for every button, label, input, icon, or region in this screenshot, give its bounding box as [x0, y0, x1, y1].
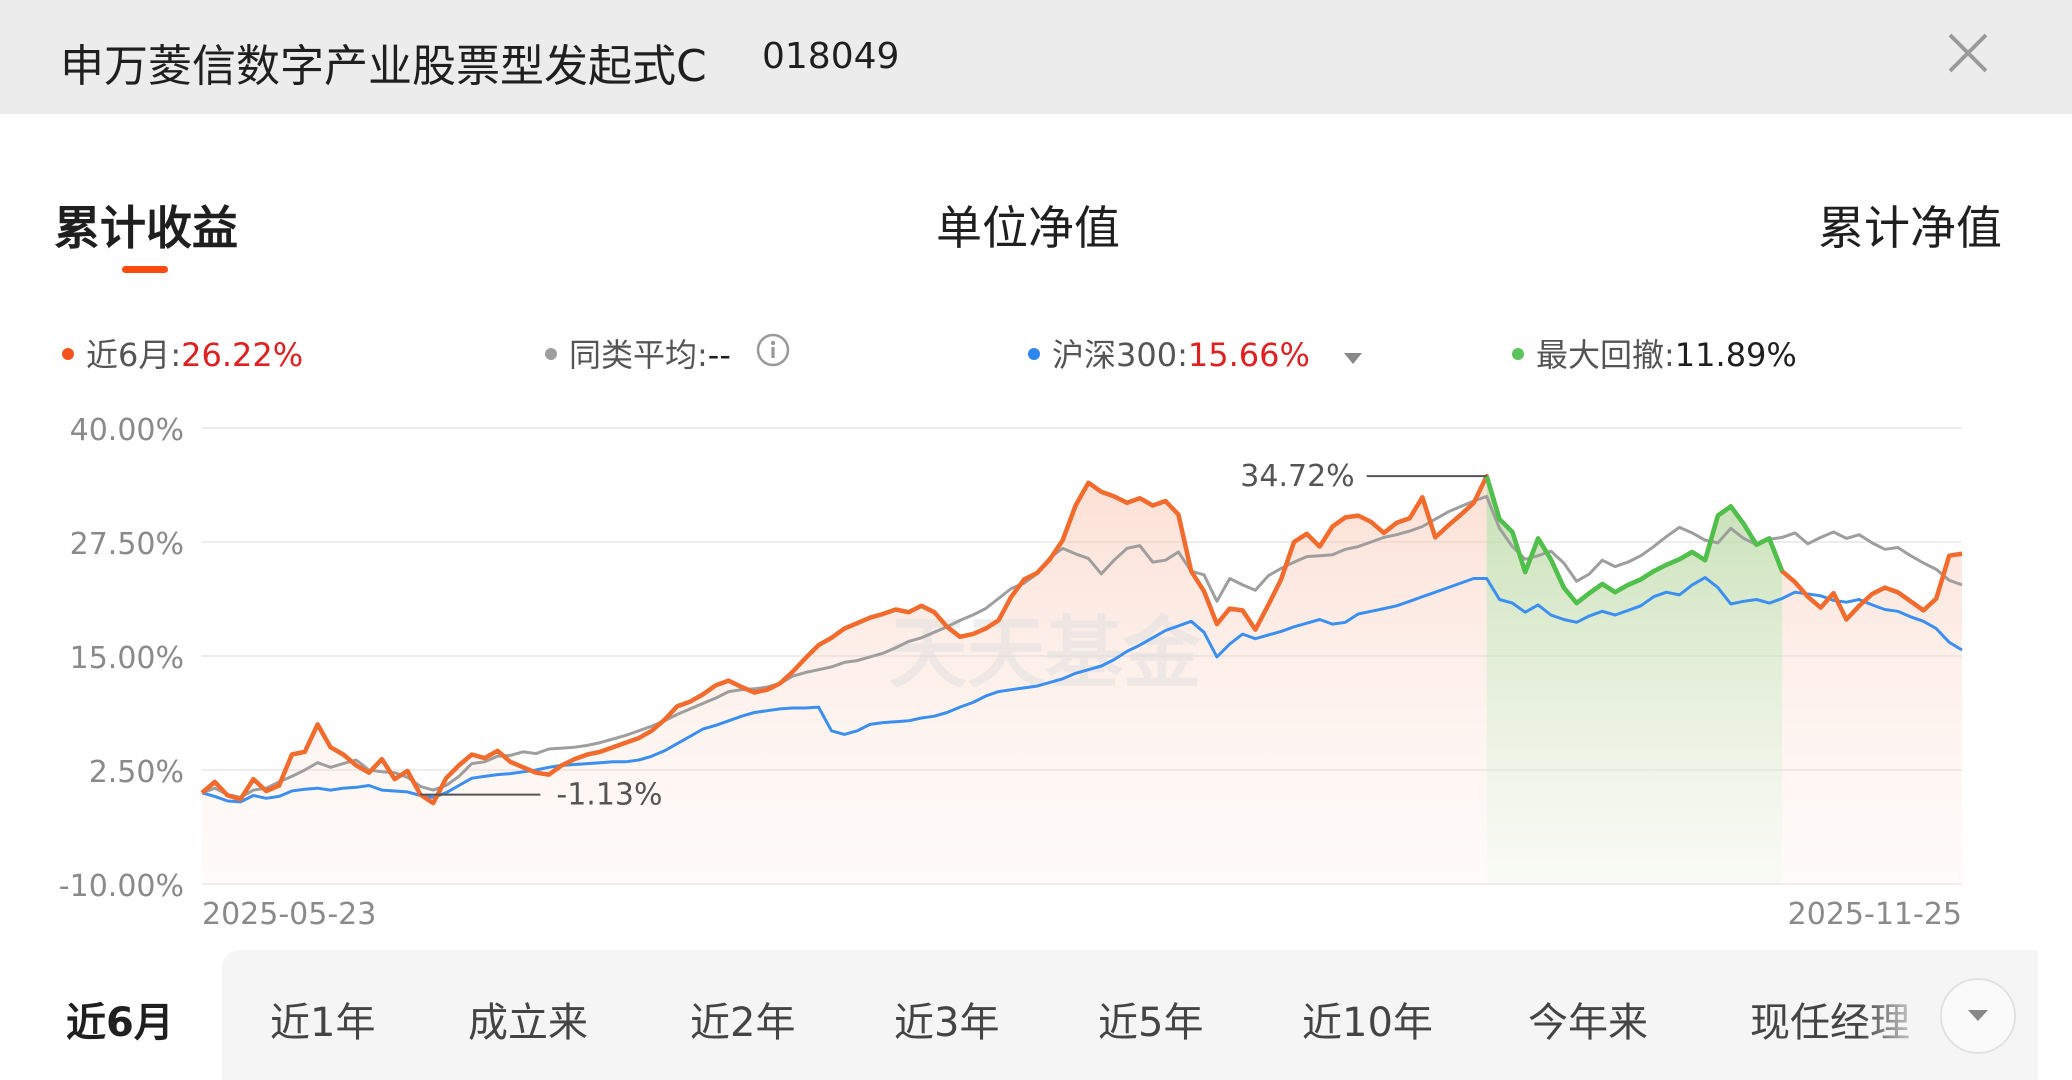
- range-2y[interactable]: 近2年: [690, 1000, 796, 1046]
- tab-cumulative-return[interactable]: 累计收益: [54, 201, 238, 255]
- range-since-inception[interactable]: 成立来: [468, 1000, 588, 1046]
- drawdown-area: [1486, 476, 1783, 884]
- range-6m[interactable]: 近6月: [66, 1000, 174, 1046]
- chevron-down-icon: [1968, 1010, 1988, 1021]
- legend-peer-label: 同类平均:: [569, 336, 708, 374]
- legend-drawdown: 最大回撤:11.89%: [1512, 330, 1797, 376]
- legend-peer: 同类平均:--: [545, 330, 791, 379]
- close-button[interactable]: [1945, 30, 1991, 76]
- legend-fund-dot: [62, 348, 74, 360]
- close-icon: [1948, 33, 1988, 73]
- x-end-label: 2025-11-25: [1788, 897, 1962, 932]
- fund-name: 申万菱信数字产业股票型发起式C: [60, 41, 707, 92]
- watermark: 天天基金: [889, 608, 1202, 699]
- range-10y[interactable]: 近10年: [1302, 1000, 1433, 1046]
- y-tick-label: 2.50%: [89, 755, 184, 790]
- index-line: [201, 576, 1963, 804]
- range-ytd[interactable]: 今年来: [1528, 1000, 1648, 1046]
- title-bar: 申万菱信数字产业股票型发起式C 018049: [0, 0, 2072, 114]
- caret-down-icon[interactable]: [1344, 335, 1363, 373]
- x-start-label: 2025-05-23: [202, 897, 376, 932]
- legend-index-dot: [1028, 348, 1040, 360]
- tab-cumulative-nav[interactable]: 累计净值: [1818, 201, 2002, 255]
- y-tick-label: 40.00%: [70, 413, 184, 448]
- legend-drawdown-value: 11.89%: [1674, 336, 1797, 374]
- legend-fund: 近6月:26.22%: [62, 330, 303, 376]
- min-annotation-label: -1.13%: [556, 778, 662, 813]
- legend-index-label: 沪深300:: [1052, 336, 1188, 374]
- fund-code: 018049: [762, 36, 900, 77]
- drawdown-line: [1484, 475, 1785, 606]
- range-1y[interactable]: 近1年: [270, 1000, 376, 1046]
- active-tab-indicator: [122, 266, 168, 273]
- legend-fund-value: 26.22%: [181, 336, 304, 374]
- y-tick-label: 27.50%: [70, 527, 184, 562]
- max-annotation-label: 34.72%: [1240, 459, 1354, 494]
- scroll-fade: [1860, 960, 1930, 1070]
- legend-index: 沪深300:15.66%: [1028, 330, 1363, 376]
- peer-line: [201, 494, 1963, 799]
- legend-drawdown-label: 最大回撤:: [1536, 336, 1675, 374]
- return-chart[interactable]: 天天基金 34.72% -1.13% 40.00% 27.50% 15.00% 2.50…: [0, 400, 2072, 940]
- legend-drawdown-dot: [1512, 348, 1524, 360]
- legend-peer-value: --: [707, 336, 731, 374]
- legend-fund-label: 近6月:: [86, 336, 182, 374]
- legend-peer-dot: [545, 348, 557, 360]
- y-tick-label: 15.00%: [70, 641, 184, 676]
- y-tick-label: -10.00%: [59, 869, 184, 904]
- tab-unit-nav[interactable]: 单位净值: [936, 201, 1120, 255]
- more-ranges-button[interactable]: [1940, 978, 2016, 1054]
- range-5y[interactable]: 近5年: [1098, 1000, 1204, 1046]
- info-icon[interactable]: [755, 332, 791, 376]
- range-3y[interactable]: 近3年: [894, 1000, 1000, 1046]
- legend-index-value: 15.66%: [1187, 336, 1310, 374]
- range-selector-bar: [222, 950, 2038, 1080]
